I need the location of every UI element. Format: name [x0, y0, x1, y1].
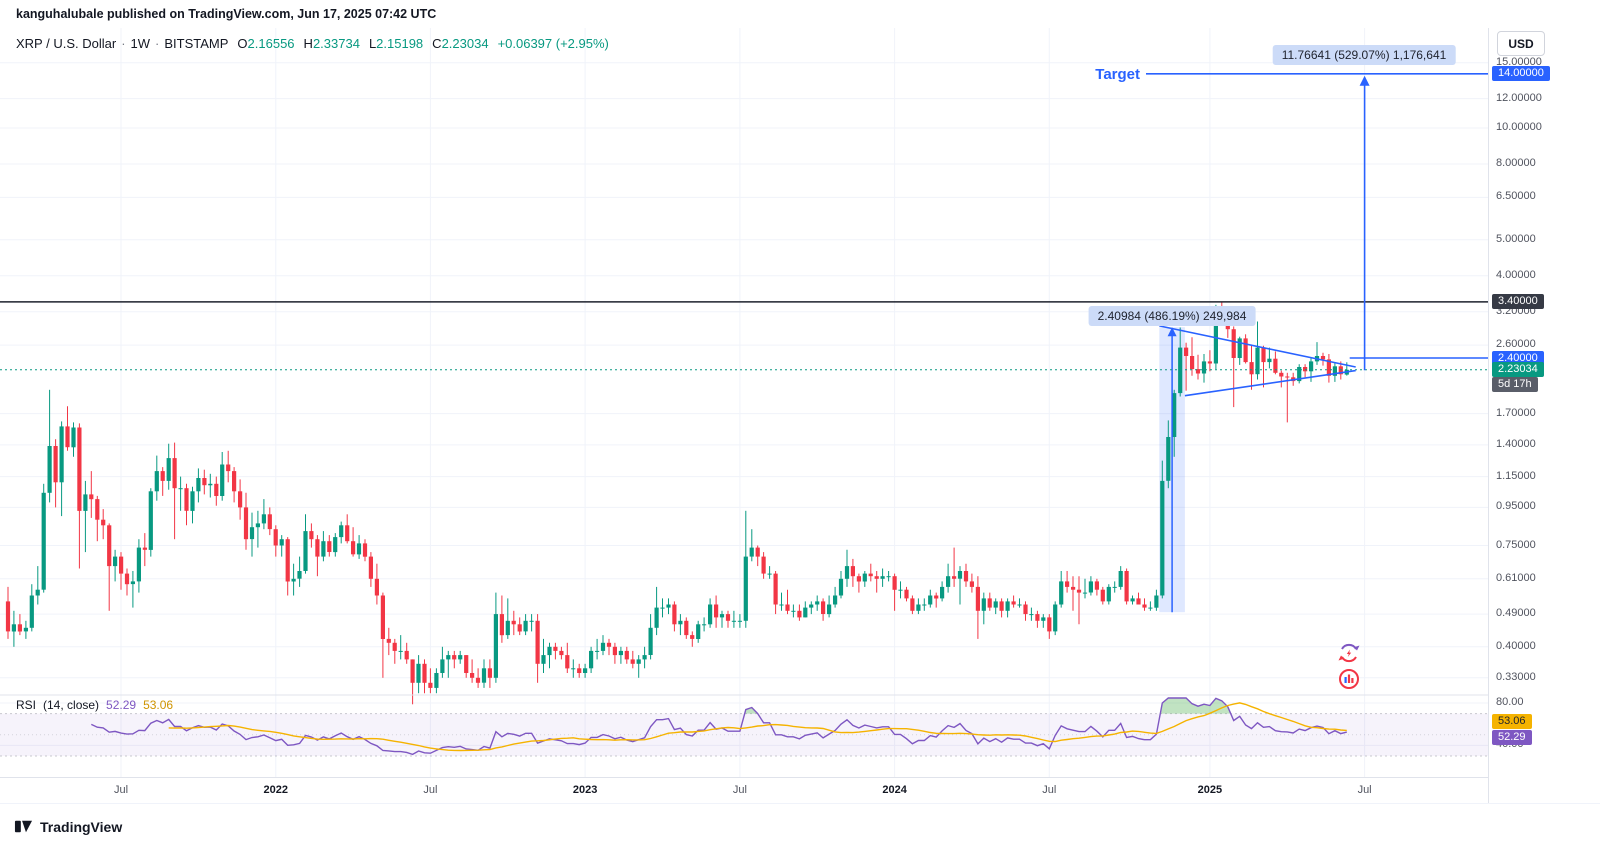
ohlc-close-value: 2.23034 [441, 36, 489, 51]
last-price-badge: 2.23034 [1492, 362, 1544, 378]
ohlc-low-label: L [368, 36, 377, 51]
candles [5, 301, 1349, 705]
rsi-ma-line [168, 702, 1347, 752]
currency-button[interactable]: USD [1497, 31, 1545, 56]
trendline [1159, 325, 1356, 368]
tradingview-logo[interactable]: TradingView [14, 817, 122, 836]
price-tick-label: 0.49000 [1496, 607, 1536, 620]
time-axis-label: Jul [423, 784, 438, 796]
price-tick-label: 4.00000 [1496, 268, 1536, 281]
exchange-label: BITSTAMP [164, 36, 229, 51]
trendline [1184, 369, 1356, 397]
grid [0, 28, 1488, 777]
time-axis-label: 2023 [572, 784, 598, 796]
interval-label[interactable]: 1W [130, 36, 151, 51]
rsi-tick-label: 80.00 [1496, 696, 1524, 708]
price-tick-label: 8.00000 [1496, 157, 1536, 169]
sync-lightning-icon[interactable] [1337, 641, 1361, 665]
price-tick-label: 1.15000 [1496, 469, 1536, 482]
ohlc-low-value: 2.15198 [376, 36, 424, 51]
price-tick-label: 5.00000 [1496, 232, 1536, 245]
price-tick-label: 0.40000 [1496, 639, 1536, 652]
publish-text: kanguhalubale published on TradingView.c… [16, 7, 437, 21]
time-axis-label: 2024 [882, 784, 907, 796]
target-measure-label[interactable]: 11.76641 (529.07%) 1,176,641 [1272, 45, 1456, 65]
measure-box-label[interactable]: 2.40984 (486.19%) 249,984 [1088, 306, 1256, 326]
rsi-ma-value: 53.06 [143, 698, 174, 712]
price-tick-label: 0.33000 [1496, 670, 1536, 683]
price-tick-label: 2.60000 [1496, 338, 1536, 351]
rsi-ma-badge: 53.06 [1492, 713, 1532, 729]
time-axis-label: 2025 [1197, 784, 1223, 796]
ohlc-close-label: C [432, 36, 442, 51]
price-tick-label: 6.50000 [1496, 190, 1536, 203]
publish-bar: kanguhalubale published on TradingView.c… [0, 0, 1600, 28]
rsi-legend: RSI (14, close) 52.29 53.06 [16, 698, 173, 712]
price-axis[interactable]: 15.00000 12.00000 10.00000 8.00000 6.50000 5.… [1488, 28, 1600, 803]
price-tick-label: 1.70000 [1496, 406, 1536, 419]
rsi-band [0, 713, 1488, 756]
separator: · [121, 36, 126, 51]
change-value: +0.06397 (+2.95%) [497, 36, 609, 51]
rsi-params: (14, close) [43, 698, 100, 712]
time-axis[interactable]: Jul 2022 Jul 2023 Jul 2024 Jul 2025 Jul [0, 777, 1488, 804]
separator: · [155, 36, 160, 51]
candlestick-chart[interactable] [0, 28, 1488, 777]
price-tick-label: 1.40000 [1496, 437, 1536, 450]
price-tick-label: 0.75000 [1496, 538, 1536, 551]
target-text[interactable]: Target [1095, 66, 1140, 83]
stats-circle-icon[interactable] [1337, 667, 1361, 691]
ohlc-open-label: O [237, 36, 248, 51]
time-axis-label: Jul [1357, 784, 1372, 796]
ohlc-high-label: H [303, 36, 313, 51]
ray-price-badge: 2.40000 [1492, 350, 1544, 366]
tradingview-logo-icon [14, 817, 33, 836]
ohlc-open-value: 2.16556 [247, 36, 295, 51]
tradingview-logo-text: TradingView [40, 818, 123, 835]
price-tick-label: 0.95000 [1496, 500, 1536, 513]
price-tick-label: 12.00000 [1496, 91, 1542, 104]
rsi-overbought-fill [744, 698, 1231, 714]
time-axis-label: Jul [1042, 784, 1057, 796]
time-axis-label: 2022 [263, 784, 289, 796]
ohlc-high-value: 2.33734 [312, 36, 360, 51]
time-axis-label: Jul [113, 784, 129, 796]
rsi-title: RSI [16, 698, 37, 712]
hline-price-badge: 3.40000 [1492, 294, 1544, 310]
price-tick-label: 0.61000 [1496, 571, 1536, 584]
rsi-value-badge: 52.29 [1492, 730, 1532, 746]
symbol-legend: XRP / U.S. Dollar · 1W · BITSTAMP O 2.16… [16, 36, 609, 51]
footer-bar: TradingView [0, 803, 1600, 849]
price-tick-label: 15.00000 [1496, 55, 1542, 68]
bar-countdown-badge: 5d 17h [1492, 377, 1538, 393]
target-price-badge: 14.00000 [1492, 66, 1550, 82]
rsi-value: 52.29 [106, 698, 137, 712]
symbol-title[interactable]: XRP / U.S. Dollar [16, 36, 117, 51]
price-tick-label: 10.00000 [1496, 121, 1542, 133]
time-axis-label: Jul [732, 784, 747, 796]
